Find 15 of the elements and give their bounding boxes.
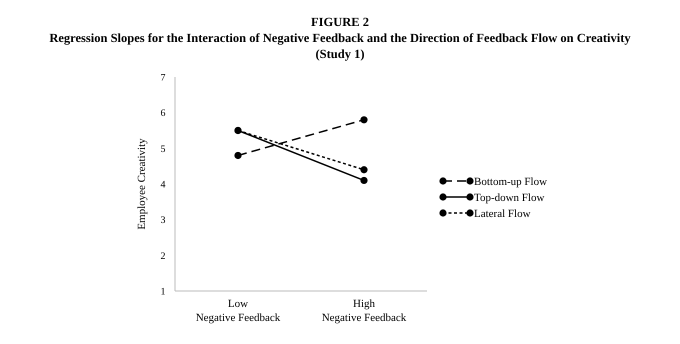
legend-label: Top-down Flow [474, 192, 544, 204]
y-tick-label: 5 [160, 144, 166, 155]
chart-subtitle: Regression Slopes for the Interaction of Negative Feedback and the Direction of Feedback Flow on Creativity (Study 1) [49, 31, 632, 61]
y-tick-label: 1 [160, 286, 166, 298]
chart-title: FIGURE 2 [311, 15, 369, 29]
legend-label: Bottom-up Flow [474, 176, 548, 188]
legend-label: Lateral Flow [474, 208, 531, 220]
y-axis-title: Employee Creativity [136, 138, 148, 230]
y-tick-label: 6 [160, 108, 166, 120]
y-tick-label: 4 [160, 180, 166, 190]
x-tick-label: Low Negative Feedback [196, 298, 281, 324]
y-tick-label: 7 [160, 72, 166, 84]
y-tick-label: 3 [160, 215, 166, 226]
y-tick-label: 2 [160, 250, 166, 262]
x-tick-label: High Negative Feedback [322, 298, 407, 324]
